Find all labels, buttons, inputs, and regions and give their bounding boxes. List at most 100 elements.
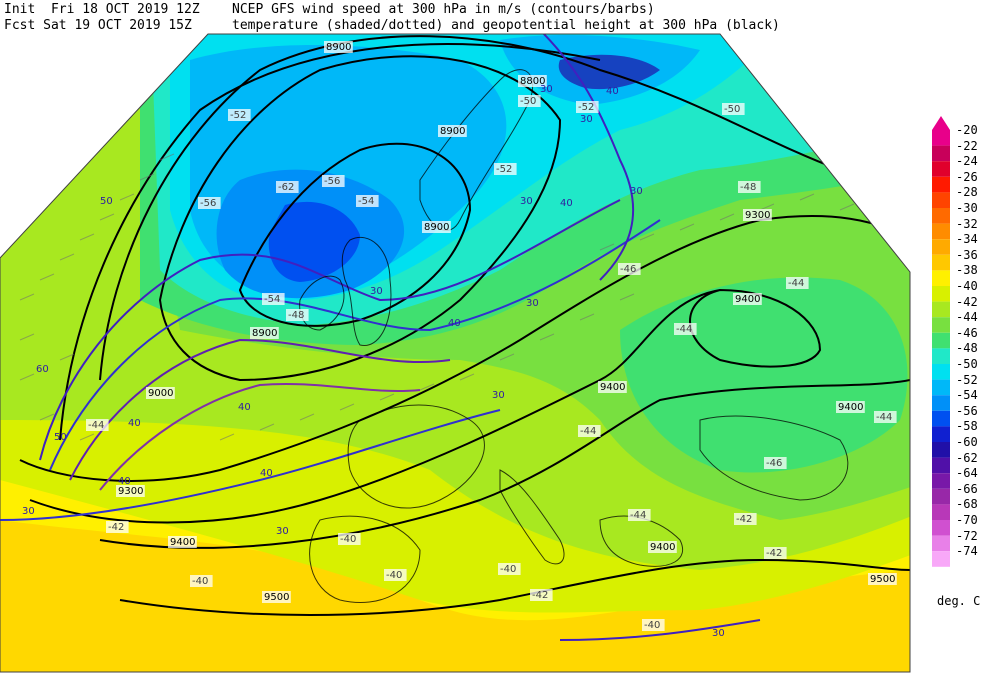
wind-label: 50 bbox=[54, 432, 67, 443]
colorbar-swatch bbox=[932, 301, 950, 318]
colorbar-tick-label: -22 bbox=[956, 138, 978, 153]
colorbar-tick-label: -34 bbox=[956, 232, 978, 247]
height-label: 8900 bbox=[440, 126, 465, 137]
colorbar-tick-label: -66 bbox=[956, 481, 978, 496]
colorbar-swatch bbox=[932, 208, 950, 224]
height-label: 8900 bbox=[424, 222, 449, 233]
temp-label-bg bbox=[674, 323, 697, 335]
height-label: 9400 bbox=[838, 402, 863, 413]
temp-label-bg bbox=[494, 163, 517, 175]
height-label: 8800 bbox=[520, 76, 545, 87]
colorbar-tick-label: -58 bbox=[956, 419, 978, 434]
temp-label-bg bbox=[576, 101, 599, 113]
colorbar-swatch bbox=[932, 332, 950, 349]
colorbar-swatch bbox=[932, 504, 950, 520]
colorbar-tick-label: -68 bbox=[956, 497, 978, 512]
colorbar-tick-label: -56 bbox=[956, 403, 978, 418]
wind-label: 30 bbox=[22, 506, 35, 517]
temp-label: -40 bbox=[192, 576, 208, 587]
temp-label: -54 bbox=[264, 294, 280, 305]
wind-label: 40 bbox=[448, 318, 461, 329]
height-contour-9500 bbox=[119, 558, 910, 616]
temp-label: -42 bbox=[108, 522, 124, 533]
height-label: 8900 bbox=[252, 328, 277, 339]
height-label-bg bbox=[836, 401, 865, 413]
colorbar-swatch bbox=[932, 254, 950, 271]
height-contour-9100 bbox=[99, 35, 841, 381]
colorbar-swatch bbox=[932, 239, 950, 255]
height-label-bg bbox=[146, 387, 175, 399]
height-label: 9400 bbox=[170, 537, 195, 548]
temp-label: -52 bbox=[578, 102, 594, 113]
wind-label: 30 bbox=[276, 526, 289, 537]
colorbar-swatch bbox=[932, 488, 950, 505]
temp-label-bg bbox=[764, 457, 787, 469]
temp-label-bg bbox=[874, 411, 897, 423]
colorbar-swatch bbox=[932, 473, 950, 489]
wind-label: 30 bbox=[520, 196, 533, 207]
height-label-bg bbox=[324, 41, 353, 53]
temp-label: -42 bbox=[736, 514, 752, 525]
temp-label-bg bbox=[356, 195, 379, 207]
wind-contour-40 bbox=[49, 219, 661, 471]
height-label-bg bbox=[116, 485, 145, 497]
temp-label: -44 bbox=[580, 426, 596, 437]
wind-labels: 30 40 30 30 30 30 40 40 40 30 30 40 30 50 50 60 40 40 30 30 bbox=[22, 84, 725, 639]
colorbar bbox=[932, 116, 950, 567]
height-label: 9000 bbox=[148, 388, 173, 399]
colorbar-tick-label: -28 bbox=[956, 185, 978, 200]
init-time: Init Fri 18 OCT 2019 12Z bbox=[4, 2, 200, 17]
colorbar-tick-label: -20 bbox=[956, 123, 978, 137]
wind-contour-30-south bbox=[0, 409, 501, 521]
temp-label: -42 bbox=[532, 590, 548, 601]
colorbar-tick-label: -36 bbox=[956, 247, 978, 262]
wind-label: 40 bbox=[118, 476, 131, 487]
temp-label: -46 bbox=[766, 458, 782, 469]
coast-black-sea bbox=[699, 415, 849, 501]
colorbar-tick-label: -46 bbox=[956, 325, 978, 340]
temp-label: -40 bbox=[500, 564, 516, 575]
height-contour-9000 bbox=[158, 55, 562, 382]
colorbar-tick-label: -70 bbox=[956, 513, 978, 527]
temp-label-bg bbox=[286, 309, 309, 321]
temp-label-bg bbox=[738, 181, 761, 193]
temp-label: -44 bbox=[876, 412, 892, 423]
wind-contour-30 bbox=[39, 199, 621, 461]
colorbar-swatch bbox=[932, 317, 950, 333]
map-outline bbox=[0, 33, 911, 673]
wind-contour-north bbox=[539, 34, 635, 281]
height-label-bg bbox=[868, 573, 897, 585]
height-label-bg bbox=[598, 381, 627, 393]
colorbar-swatch bbox=[932, 442, 950, 458]
wind-contour-30-se bbox=[559, 619, 761, 641]
temp-label-bg bbox=[530, 589, 553, 601]
temp-label: -52 bbox=[230, 110, 246, 121]
colorbar-tick-label: -54 bbox=[956, 388, 978, 403]
height-contour-9300 bbox=[19, 215, 910, 482]
coast-great-britain bbox=[341, 237, 392, 346]
temp-label: -50 bbox=[724, 104, 740, 115]
temp-label: -54 bbox=[358, 196, 374, 207]
colorbar-tick-label: -44 bbox=[956, 310, 978, 325]
wind-label: 40 bbox=[606, 86, 619, 97]
temp-label-bg bbox=[322, 175, 345, 187]
colorbar-tick-label: -30 bbox=[956, 201, 978, 215]
temp-label-bg bbox=[338, 533, 361, 545]
height-label-bg bbox=[168, 536, 197, 548]
height-label: 9500 bbox=[264, 592, 289, 603]
height-label-bg bbox=[733, 293, 762, 305]
colorbar-tick-label: -64 bbox=[956, 466, 978, 481]
height-label-bg bbox=[743, 209, 772, 221]
colorbar-tick-label: -26 bbox=[956, 169, 978, 184]
colorbar-tick-label: -60 bbox=[956, 435, 978, 449]
colorbar-tick-label: -40 bbox=[956, 279, 978, 293]
colorbar-tick-label: -24 bbox=[956, 154, 978, 169]
colorbar-swatch bbox=[932, 395, 950, 411]
temp-label: -44 bbox=[630, 510, 646, 521]
wind-label: 50 bbox=[100, 196, 113, 207]
temp-label-bg bbox=[198, 197, 221, 209]
temp-label: -52 bbox=[496, 164, 512, 175]
temp-label: -44 bbox=[88, 420, 104, 431]
